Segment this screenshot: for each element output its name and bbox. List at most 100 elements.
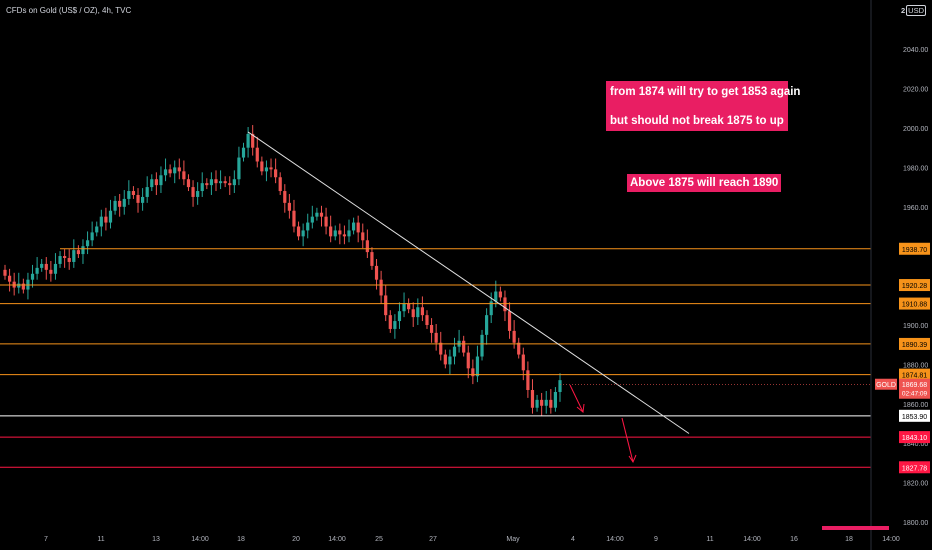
x-tick-label: 20 — [292, 536, 300, 543]
projection-arrows — [569, 384, 637, 464]
candle-body — [485, 315, 489, 335]
candle-body — [113, 200, 117, 211]
x-tick-label: 4 — [571, 536, 575, 543]
currency-label[interactable]: 2 USD — [901, 5, 927, 16]
candle-body — [191, 187, 195, 197]
candle-body — [466, 352, 470, 369]
price-level-labels: 1938.70 1920.28 1910.88 1890.39 1874.81 1853.… — [899, 242, 930, 474]
projection-arrow-1-head — [576, 403, 585, 413]
candle-body — [338, 230, 342, 235]
candle-body — [182, 171, 186, 180]
candle-body — [521, 354, 525, 371]
candle-body — [67, 258, 71, 262]
candle-body — [429, 325, 434, 333]
candle-body — [425, 315, 429, 325]
candle-body — [269, 167, 273, 170]
level-label-bg — [899, 368, 930, 381]
candle-body — [159, 175, 163, 186]
candle-body — [246, 133, 250, 148]
x-tick-label: 9 — [654, 536, 658, 543]
candle-body — [535, 399, 539, 408]
candle-body — [99, 216, 103, 227]
symbol-tag: GOLD — [876, 382, 896, 389]
candlestick-series — [3, 125, 562, 416]
candle-body — [7, 275, 12, 282]
candle-body — [448, 356, 452, 365]
level-label-bg — [899, 242, 930, 255]
candle-body — [315, 212, 319, 217]
candle-body — [3, 269, 7, 276]
candle-body — [232, 179, 236, 186]
candle-body — [310, 216, 314, 223]
candle-body — [108, 210, 113, 223]
x-tick-label: 14:00 — [191, 536, 209, 543]
candle-body — [154, 179, 158, 186]
currency-badge: USD — [906, 5, 927, 16]
candle-body — [122, 198, 126, 207]
level-label: 1874.81 — [902, 373, 927, 380]
trendline — [247, 131, 690, 434]
y-tick-label: 1860.00 — [903, 402, 928, 409]
candle-body — [301, 230, 305, 237]
candle-body — [434, 332, 438, 343]
candle-body — [163, 169, 168, 176]
candle-body — [365, 240, 369, 253]
candle-body — [393, 321, 397, 329]
candle-body — [283, 191, 287, 203]
candle-body — [21, 283, 25, 290]
x-tick-label: 13 — [152, 536, 160, 543]
level-label-bg — [899, 279, 930, 292]
candle-body — [544, 399, 548, 406]
candle-body — [81, 246, 85, 255]
x-tick-label: 18 — [237, 536, 245, 543]
x-tick-label: 11 — [97, 536, 104, 543]
countdown-value: 02:47:09 — [902, 391, 928, 398]
candle-body — [278, 177, 282, 192]
candle-body — [402, 303, 406, 312]
level-label: 1853.90 — [902, 414, 927, 421]
x-tick-label: 7 — [44, 536, 48, 543]
candle-body — [251, 133, 255, 148]
candle-body — [530, 390, 535, 408]
x-tick-label: 16 — [790, 536, 798, 543]
candle-body — [40, 263, 44, 268]
y-tick-label: 1960.00 — [903, 205, 928, 212]
candle-body — [264, 167, 269, 172]
x-tick-label: May — [506, 536, 520, 543]
candle-body — [85, 240, 90, 247]
candle-body — [439, 342, 443, 355]
candle-body — [356, 222, 360, 233]
candle-body — [186, 179, 191, 188]
y-tick-label: 2020.00 — [903, 87, 928, 94]
candle-body — [53, 263, 58, 274]
annotation-box-2: Above 1875 will reach 1890 — [627, 174, 782, 192]
candle-body — [72, 250, 76, 262]
level-label-bg — [899, 409, 930, 422]
candle-body — [260, 161, 264, 172]
level-label: 1910.88 — [902, 302, 927, 309]
candle-body — [319, 212, 324, 217]
symbol-title: CFDs on Gold (US$ / OZ), 4h, TVC — [6, 6, 132, 15]
candle-body — [503, 297, 507, 312]
candle-body — [173, 167, 177, 174]
time-axis[interactable]: 7 11 13 14:00 18 20 14:00 25 27 May 4 14:00 9 11 14:00… — [44, 536, 900, 543]
x-tick-label: 18 — [845, 536, 853, 543]
candle-body — [480, 334, 484, 357]
candle-body — [35, 267, 39, 274]
candle-body — [388, 315, 392, 329]
candle-body — [558, 380, 562, 392]
candle-body — [540, 399, 544, 406]
candle-body — [324, 216, 328, 227]
y-tick-label: 1820.00 — [903, 481, 928, 488]
candle-body — [384, 295, 388, 316]
y-tick-label: 2040.00 — [903, 47, 928, 54]
candle-body — [397, 311, 402, 322]
pink-marker — [822, 526, 889, 530]
candle-body — [342, 234, 347, 237]
candle-body — [475, 356, 480, 377]
candle-body — [196, 191, 200, 197]
candle-body — [49, 269, 53, 274]
candle-body — [306, 222, 310, 231]
candle-body — [287, 202, 291, 211]
